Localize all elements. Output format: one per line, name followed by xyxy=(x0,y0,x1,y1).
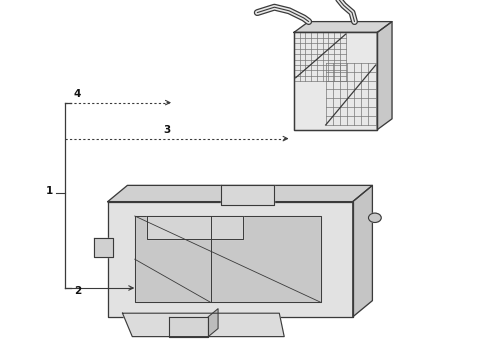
Polygon shape xyxy=(94,238,113,257)
Text: 1: 1 xyxy=(46,186,53,197)
Polygon shape xyxy=(208,309,218,337)
Polygon shape xyxy=(122,313,284,337)
Polygon shape xyxy=(169,317,208,337)
Polygon shape xyxy=(377,22,392,130)
Text: 3: 3 xyxy=(163,125,171,135)
Polygon shape xyxy=(294,22,392,32)
Text: 2: 2 xyxy=(74,286,81,296)
Polygon shape xyxy=(108,202,353,317)
Polygon shape xyxy=(108,185,372,202)
Polygon shape xyxy=(353,185,372,317)
Circle shape xyxy=(368,213,381,222)
Text: 4: 4 xyxy=(74,89,81,99)
Polygon shape xyxy=(220,185,274,205)
Polygon shape xyxy=(294,32,377,130)
Polygon shape xyxy=(135,216,321,302)
Polygon shape xyxy=(147,216,243,239)
